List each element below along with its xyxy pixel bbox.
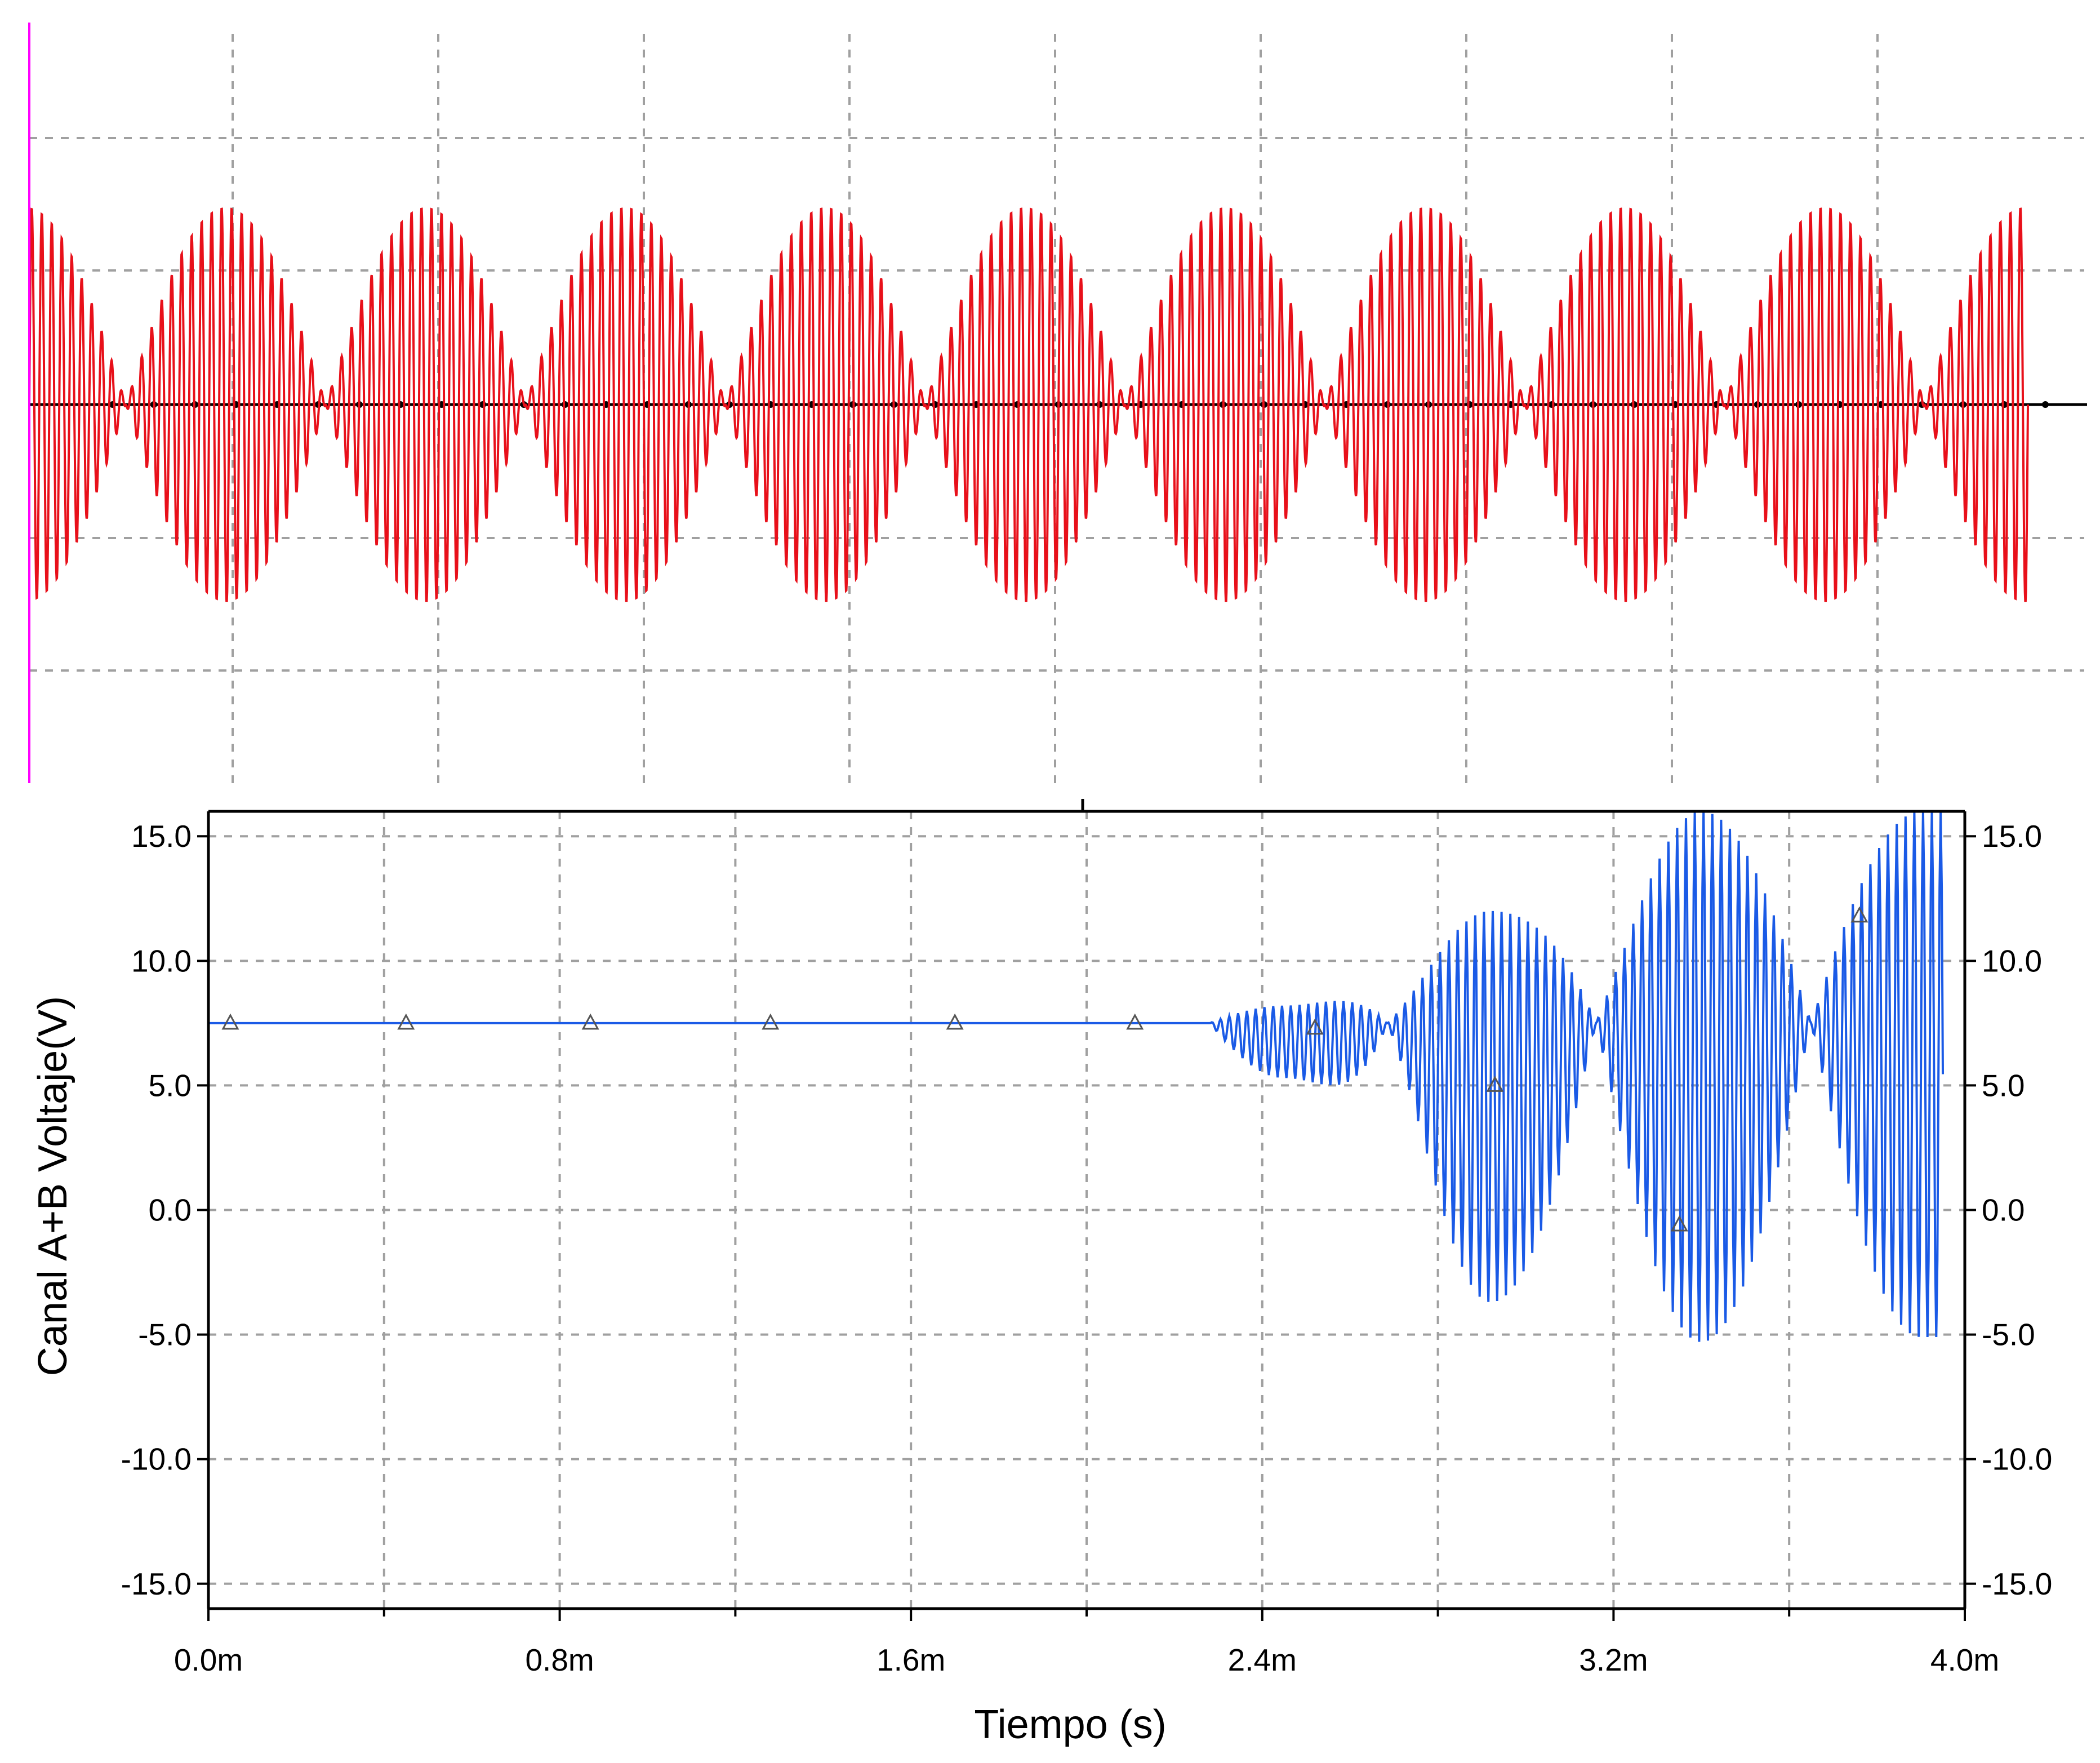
sample-marker-8 <box>1670 1215 1688 1232</box>
y-tick-label-left: 15.0 <box>131 819 192 854</box>
sample-marker-3 <box>762 1013 780 1030</box>
x-axis-title: Tiempo (s) <box>974 1702 1166 1747</box>
sample-marker-2 <box>581 1013 599 1030</box>
sample-marker-6 <box>1306 1018 1324 1035</box>
sample-marker-5 <box>1126 1013 1144 1030</box>
x-tick-label: 3.2m <box>1579 1642 1648 1677</box>
y-tick-label-right: -15.0 <box>1982 1566 2052 1601</box>
y-tick-label-left: 0.0 <box>149 1193 192 1228</box>
sample-markers <box>221 906 1868 1232</box>
bottom-signal-trace <box>208 811 1944 1342</box>
y-tick-label-left: 5.0 <box>149 1068 192 1103</box>
bottom-axes <box>197 799 1976 1621</box>
y-tick-label-right: 5.0 <box>1982 1068 2025 1103</box>
top-reference-dot <box>2042 401 2049 408</box>
y-tick-label-right: -10.0 <box>1982 1442 2052 1477</box>
sample-marker-4 <box>946 1013 964 1030</box>
y-tick-label-left: -10.0 <box>121 1442 192 1477</box>
x-tick-labels: 0.0m 0.8m 1.6m 2.4m 3.2m 4.0m <box>174 1642 1999 1677</box>
sample-marker-9 <box>1850 906 1868 923</box>
y-tick-label-left: -15.0 <box>121 1566 192 1601</box>
top-signal-trace <box>28 207 2029 602</box>
y-axis-title: Canal A+B Voltaje(V) <box>30 996 75 1376</box>
sample-marker-1 <box>397 1013 415 1030</box>
bottom-channel-panel: 0.0m 0.8m 1.6m 2.4m 3.2m 4.0m 15.0 10.0 5.0 0.0 -… <box>30 799 2052 1747</box>
x-tick-label: 0.8m <box>525 1642 594 1677</box>
x-tick-label: 0.0m <box>174 1642 243 1677</box>
y-tick-label-right: 0.0 <box>1982 1193 2025 1228</box>
y-tick-labels-right: 15.0 10.0 5.0 0.0 -5.0 -10.0 -15.0 <box>1982 819 2052 1601</box>
x-tick-label: 2.4m <box>1228 1642 1297 1677</box>
bottom-grid <box>208 811 1965 1609</box>
sample-marker-7 <box>1486 1076 1504 1092</box>
y-tick-label-left: -5.0 <box>138 1317 192 1352</box>
x-tick-label: 1.6m <box>877 1642 945 1677</box>
sample-marker-0 <box>221 1013 239 1030</box>
y-tick-label-left: 10.0 <box>131 943 192 978</box>
top-channel-panel <box>28 23 2087 783</box>
y-tick-label-right: 15.0 <box>1982 819 2042 854</box>
y-tick-labels-left: 15.0 10.0 5.0 0.0 -5.0 -10.0 -15.0 <box>121 819 192 1601</box>
y-tick-label-right: -5.0 <box>1982 1317 2035 1352</box>
x-tick-label: 4.0m <box>1930 1642 1999 1677</box>
y-tick-label-right: 10.0 <box>1982 943 2042 978</box>
